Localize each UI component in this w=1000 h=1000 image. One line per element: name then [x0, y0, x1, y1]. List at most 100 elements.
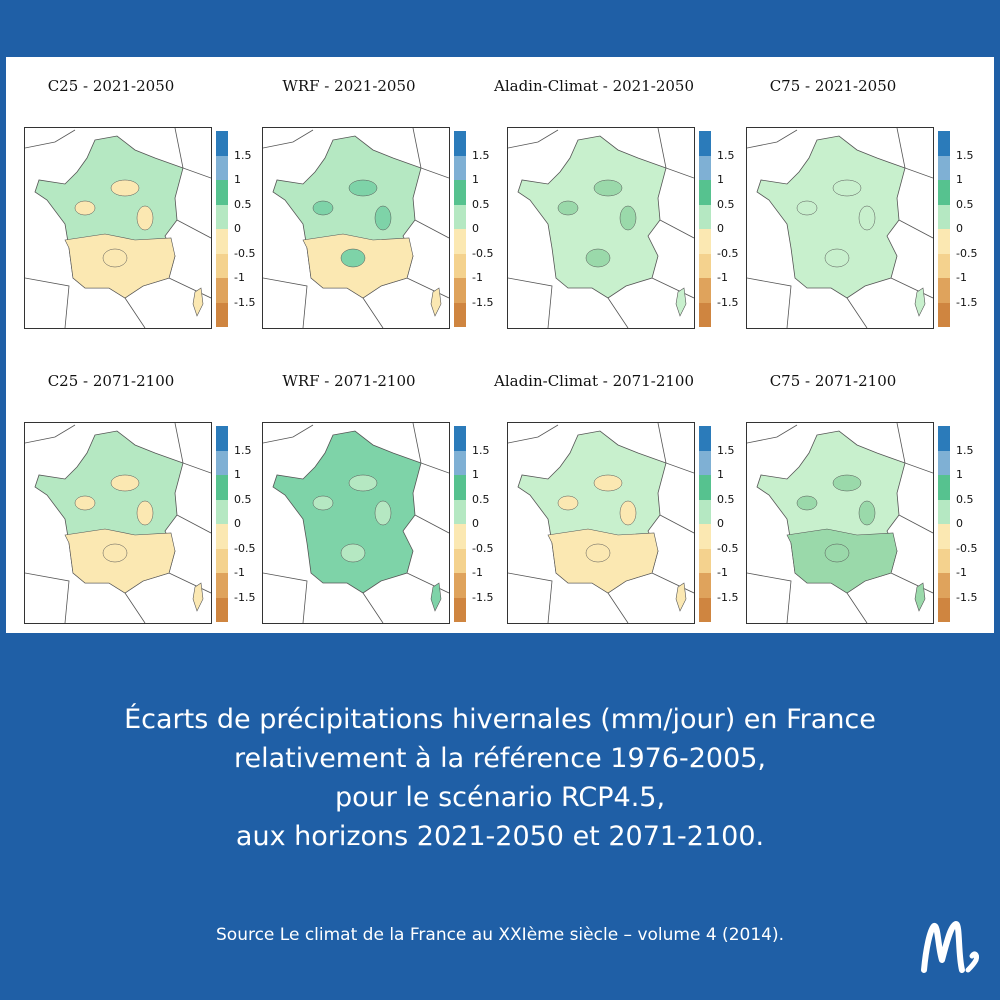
- country-border: [124, 592, 146, 623]
- france-region: [517, 135, 667, 299]
- map-title: C75 - 2021-2050: [769, 77, 897, 95]
- corsica-region: [914, 582, 926, 612]
- france-map: [508, 128, 694, 328]
- colorbar-swatch: [454, 548, 466, 573]
- anomaly-patch: [585, 543, 611, 563]
- figure-panel: C25 - 2021-2050 1.5 1 0.5 0 -0.5 -1 -1.5 WRF - 2…: [6, 57, 994, 633]
- map-frame: [507, 422, 695, 624]
- colorbar: 1.5 1 0.5 0 -0.5 -1 -1.5: [699, 426, 738, 622]
- colorbar-swatch: [216, 253, 228, 278]
- country-border: [414, 514, 449, 534]
- colorbar-swatch: [454, 204, 466, 229]
- country-border: [176, 514, 211, 534]
- france-region: [272, 430, 422, 594]
- colorbar: 1.5 1 0.5 0 -0.5 -1 -1.5: [938, 426, 977, 622]
- map-frame: [262, 422, 450, 624]
- france-region: [756, 135, 906, 299]
- map-panel: Aladin-Climat - 2021-2050 1.5 1 0.5 0 -0.5 -1 -…: [489, 57, 738, 329]
- colorbar-tick-label: 0.5: [717, 197, 735, 211]
- colorbar-swatch: [699, 278, 711, 303]
- colorbar-swatch: [454, 155, 466, 180]
- corsica-region: [192, 582, 204, 612]
- caption-line-3: pour le scénario RCP4.5,: [334, 782, 666, 813]
- anomaly-patch: [832, 474, 862, 492]
- anomaly-patch: [374, 500, 392, 526]
- colorbar-tick-label: 1.5: [956, 443, 974, 457]
- map-panel: C25 - 2021-2050 1.5 1 0.5 0 -0.5 -1 -1.5: [6, 57, 255, 329]
- colorbar-swatch: [699, 131, 711, 156]
- colorbar-swatch: [216, 229, 228, 254]
- anomaly-patch: [585, 248, 611, 268]
- colorbar-swatch: [454, 302, 466, 327]
- colorbar-tick-label: 0: [234, 517, 241, 530]
- colorbar-swatch: [938, 155, 950, 180]
- colorbar-swatch: [216, 180, 228, 205]
- anomaly-patch: [348, 474, 378, 492]
- country-border: [168, 277, 211, 299]
- colorbar-tick-label: 0.5: [472, 492, 490, 506]
- colorbar-tick-label: -1: [472, 271, 483, 284]
- colorbar-tick-label: 0.5: [472, 197, 490, 211]
- colorbar-tick-label: 0.5: [717, 492, 735, 506]
- map-panel: C25 - 2071-2100 1.5 1 0.5 0 -0.5 -1 -1.5: [6, 352, 255, 624]
- colorbar-swatch: [216, 155, 228, 180]
- anomaly-patch: [619, 500, 637, 526]
- source-credit: Source Le climat de la France au XXIème …: [216, 925, 784, 945]
- country-border: [263, 129, 314, 149]
- colorbar-tick-label: 1: [472, 468, 479, 481]
- country-border: [659, 514, 694, 534]
- colorbar-tick-label: 1: [234, 468, 241, 481]
- colorbar-swatch: [216, 302, 228, 327]
- caption: Écarts de précipitations hivernales (mm/…: [30, 700, 970, 856]
- map-panel: C75 - 2071-2100 1.5 1 0.5 0 -0.5 -1 -1.5: [728, 352, 977, 624]
- country-border: [362, 297, 384, 328]
- colorbar-tick-label: 1.5: [234, 443, 252, 457]
- colorbar-swatch: [216, 573, 228, 598]
- france-map: [508, 423, 694, 623]
- colorbar-tick-label: -1: [472, 566, 483, 579]
- colorbar-swatch: [938, 548, 950, 573]
- colorbar-swatch: [454, 426, 466, 451]
- anomaly-patch: [593, 179, 623, 197]
- colorbar-swatch: [938, 229, 950, 254]
- country-border: [846, 297, 868, 328]
- colorbar-swatch: [938, 573, 950, 598]
- anomaly-patch: [824, 248, 850, 268]
- colorbar-swatch: [938, 524, 950, 549]
- corsica-region: [914, 287, 926, 317]
- anomaly-patch: [858, 500, 876, 526]
- colorbar-swatch: [216, 499, 228, 524]
- country-border: [508, 572, 553, 623]
- anomaly-patch: [374, 205, 392, 231]
- colorbar: 1.5 1 0.5 0 -0.5 -1 -1.5: [216, 131, 255, 327]
- colorbar-swatch: [938, 253, 950, 278]
- country-border: [263, 572, 308, 623]
- map-title: C75 - 2071-2100: [769, 372, 897, 390]
- map-frame: [24, 127, 212, 329]
- colorbar-swatch: [216, 597, 228, 622]
- colorbar-swatch: [699, 426, 711, 451]
- colorbar-tick-label: -1: [234, 566, 245, 579]
- corsica-region: [430, 582, 442, 612]
- corsica-region: [192, 287, 204, 317]
- colorbar-swatch: [454, 253, 466, 278]
- colorbar-tick-label: 0: [472, 222, 479, 235]
- colorbar-swatch: [699, 597, 711, 622]
- country-border: [406, 572, 449, 594]
- country-border: [898, 219, 933, 239]
- anomaly-patch: [74, 200, 96, 216]
- map-title: C25 - 2021-2050: [47, 77, 175, 95]
- country-border: [659, 219, 694, 239]
- colorbar-tick-label: 0: [234, 222, 241, 235]
- map-title: Aladin-Climat - 2071-2100: [494, 372, 694, 390]
- colorbar-swatch: [699, 302, 711, 327]
- country-border: [25, 572, 70, 623]
- colorbar-swatch: [216, 131, 228, 156]
- colorbar-tick-label: -1.5: [956, 295, 978, 309]
- anomaly-patch: [340, 543, 366, 563]
- colorbar-swatch: [699, 450, 711, 475]
- colorbar-swatch: [216, 278, 228, 303]
- colorbar-swatch: [699, 155, 711, 180]
- france-map: [747, 128, 933, 328]
- caption-line-4: aux horizons 2021-2050 et 2071-2100.: [235, 821, 765, 852]
